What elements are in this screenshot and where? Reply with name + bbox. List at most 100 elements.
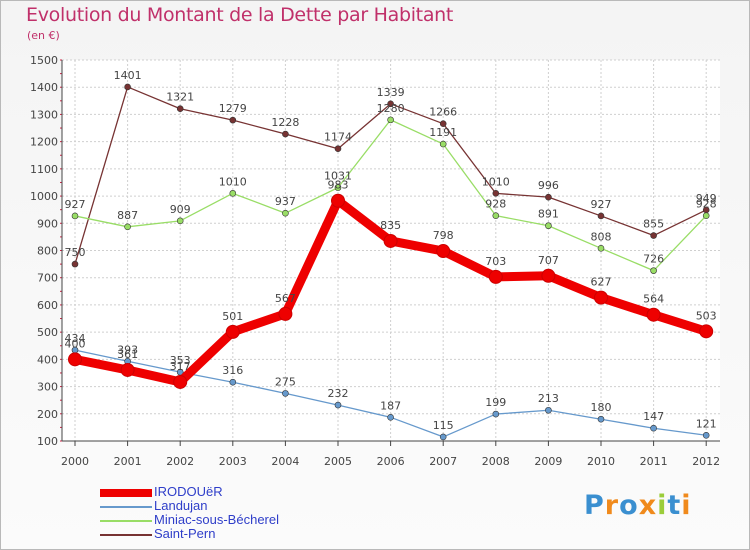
data-label: 1031	[324, 170, 352, 183]
x-tick-label: 2005	[324, 455, 352, 468]
y-tick-label: 400	[37, 353, 58, 366]
data-point	[383, 233, 398, 248]
data-point	[124, 223, 131, 231]
data-point	[702, 431, 710, 439]
proxiti-logo: Proxiti	[584, 490, 692, 521]
data-label: 887	[117, 209, 138, 222]
data-point	[594, 290, 608, 305]
legend-label: Saint-Pern	[154, 526, 216, 541]
y-tick-label: 900	[37, 217, 58, 230]
y-tick-label: 200	[37, 408, 58, 421]
data-label: 1279	[219, 102, 247, 115]
data-point	[387, 100, 394, 108]
data-label: 567	[275, 292, 296, 305]
data-point	[545, 193, 552, 201]
x-tick-label: 2004	[271, 455, 299, 468]
x-tick-label: 2012	[692, 455, 720, 468]
legend-item: Miniac-sous-Bécherel	[100, 512, 360, 528]
legend-label: IRODOUëR	[154, 484, 223, 499]
data-point	[439, 120, 447, 127]
data-point	[229, 116, 237, 124]
data-point	[176, 105, 184, 113]
data-label: 400	[65, 337, 86, 350]
data-label: 180	[591, 401, 612, 414]
data-point	[71, 260, 79, 268]
data-label: 983	[328, 179, 349, 192]
data-label: 121	[696, 417, 717, 430]
data-label: 928	[696, 198, 717, 211]
y-tick-label: 1100	[30, 163, 58, 176]
data-label: 726	[643, 253, 664, 266]
data-label: 147	[643, 410, 664, 423]
data-point	[229, 378, 237, 386]
y-tick-label: 1000	[30, 190, 58, 203]
y-tick-label: 1500	[30, 54, 58, 67]
data-label: 275	[275, 375, 296, 388]
data-point	[387, 414, 394, 421]
data-point	[282, 209, 289, 217]
data-label: 361	[117, 348, 138, 361]
y-tick-label: 300	[37, 381, 58, 394]
data-point	[282, 390, 289, 397]
x-tick-label: 2003	[219, 455, 247, 468]
data-label: 798	[433, 229, 454, 242]
y-tick-label: 600	[37, 299, 58, 312]
data-point	[71, 212, 79, 220]
x-tick-label: 2006	[377, 455, 405, 468]
legend-item: IRODOUëR	[100, 484, 360, 500]
data-label: 1280	[377, 102, 405, 115]
data-label: 434	[65, 332, 86, 345]
data-label: 927	[65, 198, 86, 211]
data-label: 835	[380, 219, 401, 232]
data-label: 115	[433, 419, 454, 432]
legend-label: Miniac-sous-Bécherel	[154, 512, 279, 527]
data-label: 909	[170, 203, 191, 216]
data-label: 317	[170, 360, 191, 373]
legend-swatch	[100, 489, 152, 497]
data-point	[436, 244, 451, 259]
data-point	[278, 306, 293, 321]
data-point	[124, 83, 131, 91]
legend-label: Landujan	[154, 498, 208, 513]
series-group	[68, 83, 714, 441]
data-point	[334, 145, 342, 153]
data-label: 627	[591, 276, 612, 289]
data-point	[597, 245, 605, 252]
data-point	[492, 410, 500, 418]
x-tick-label: 2007	[429, 455, 457, 468]
axes: 100 200 300 400 500 600 700 800 900 1000 1100 1200 1…	[30, 54, 720, 468]
data-label: 808	[591, 230, 612, 243]
data-label: 949	[696, 192, 717, 205]
data-label: 187	[380, 399, 401, 412]
data-point	[597, 415, 605, 423]
data-label: 928	[485, 198, 506, 211]
data-label: 1339	[377, 86, 405, 99]
data-point	[229, 190, 237, 197]
data-point	[439, 433, 447, 441]
data-label: 1228	[271, 116, 299, 129]
data-label: 501	[222, 310, 243, 323]
data-point	[334, 184, 342, 191]
data-point	[492, 190, 500, 197]
data-label: 316	[222, 364, 243, 377]
data-label: 1191	[429, 126, 457, 139]
data-label: 1010	[219, 175, 247, 188]
data-point	[541, 268, 556, 283]
data-label: 199	[485, 396, 506, 409]
data-point	[173, 374, 188, 389]
data-point	[699, 324, 714, 339]
data-point	[545, 406, 552, 414]
data-label: 707	[538, 254, 559, 267]
data-label: 232	[328, 387, 349, 400]
data-label: 1401	[114, 69, 142, 82]
legend-swatch	[100, 506, 152, 508]
data-point	[68, 352, 82, 367]
data-label: 564	[643, 293, 664, 306]
legend-item: Saint-Pern	[100, 526, 360, 542]
data-label: 703	[485, 255, 506, 268]
data-point	[646, 307, 661, 322]
data-point	[387, 116, 394, 124]
x-tick-label: 2001	[114, 455, 142, 468]
data-point	[492, 212, 500, 219]
